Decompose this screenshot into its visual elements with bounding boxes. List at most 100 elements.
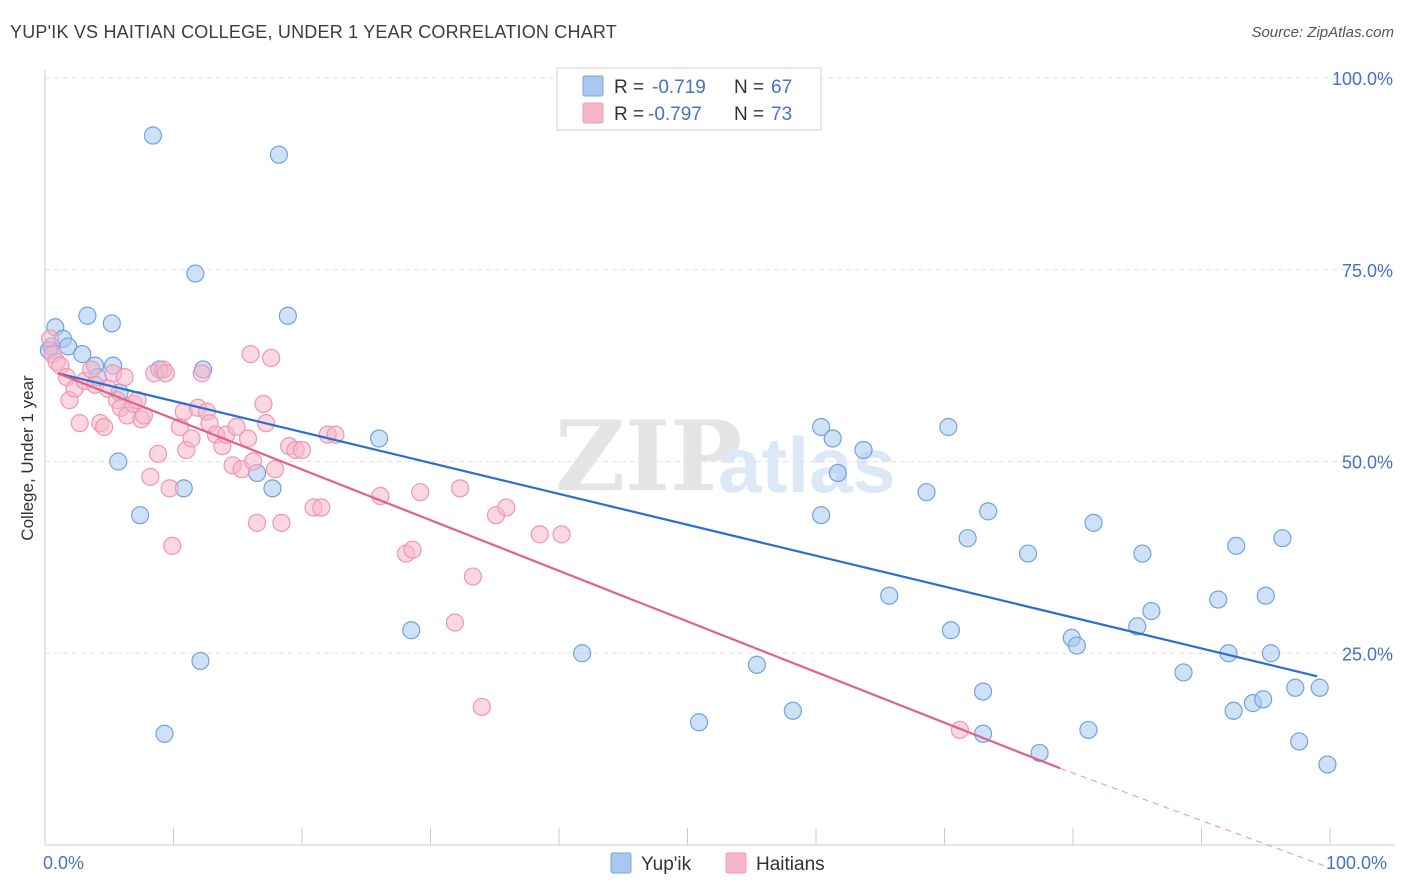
legend-r-label-yupik: R = [614, 77, 644, 98]
trendline-yupik [57, 372, 1318, 678]
yupik-point-5 [78, 306, 97, 325]
haitians-point-64 [445, 613, 465, 632]
haitians-point-23 [141, 467, 160, 486]
haitians-point-71 [552, 525, 571, 544]
haitians-point-70 [530, 525, 549, 544]
yupik-point-64 [1310, 678, 1329, 697]
haitians-point-0 [41, 329, 60, 348]
yupik-point-4 [73, 345, 92, 364]
legend-swatch-yupik [582, 75, 604, 97]
legend-bottom-label-haitians: Haitians [756, 854, 825, 875]
haitians-point-44 [238, 429, 258, 448]
haitians-point-17 [115, 368, 134, 387]
haitians-point-67 [472, 697, 491, 717]
yupik-point-30 [812, 506, 831, 525]
yupik-point-44 [1030, 743, 1049, 763]
haitians-point-28 [160, 479, 179, 498]
yupik-point-22 [269, 145, 288, 164]
haitians-point-25 [148, 444, 168, 463]
y-tick-label-100: 100.0% [1332, 69, 1393, 89]
yupik-point-48 [1084, 513, 1103, 532]
yupik-point-31 [812, 417, 831, 437]
axes [44, 70, 1395, 846]
yupik-point-17 [186, 264, 205, 283]
haitians-point-47 [254, 394, 273, 414]
legend-bottom-swatch-yupik [610, 852, 632, 874]
yupik-point-36 [917, 483, 936, 502]
yupik-point-28 [747, 655, 766, 674]
legend-r-value-yupik: -0.719 [652, 77, 706, 98]
y-axis-title: College, Under 1 year [18, 375, 37, 541]
yupik-point-32 [823, 429, 842, 448]
yupik-point-8 [102, 314, 121, 333]
yupik-point-58 [1254, 690, 1273, 709]
yupik-point-49 [1128, 617, 1147, 636]
yupik-point-52 [1174, 663, 1193, 682]
legend-n-value-yupik: 67 [771, 77, 792, 98]
yupik-point-3 [59, 337, 78, 356]
watermark-zip: ZIP [555, 400, 742, 513]
legend-n-label-haitians: N = [734, 104, 764, 125]
yupik-point-33 [828, 463, 847, 483]
yupik-point-13 [143, 126, 163, 145]
yupik-point-46 [1067, 636, 1086, 655]
yupik-point-34 [854, 440, 873, 460]
yupik-point-21 [263, 479, 282, 498]
chart-title: YUP'IK VS HAITIAN COLLEGE, UNDER 1 YEAR … [10, 22, 617, 42]
y-tick-label-25: 25.0% [1342, 644, 1393, 664]
x-ticks [44, 828, 1331, 845]
yupik-point-29 [783, 701, 802, 720]
haitians-point-33 [182, 429, 201, 448]
x-tick-label-min: 0.0% [43, 853, 84, 873]
yupik-point-42 [979, 502, 998, 521]
legend-r-label-haitians: R = [614, 104, 644, 125]
yupik-point-23 [278, 306, 297, 325]
yupik-point-27 [689, 713, 709, 732]
legend-bottom: Yup'ik Haitians [610, 852, 825, 875]
haitians-point-49 [262, 348, 281, 368]
legend-swatch-haitians [582, 102, 604, 124]
haitians-point-29 [163, 536, 182, 555]
haitians-point-54 [292, 440, 312, 460]
gridlines [45, 77, 1395, 654]
yupik-point-63 [1290, 732, 1309, 751]
haitians-point-45 [244, 452, 263, 471]
y-tick-labels: 100.0% 75.0% 50.0% 25.0% [1332, 69, 1393, 664]
trendlines [57, 372, 1331, 869]
legend-r-value-haitians: -0.797 [648, 104, 702, 125]
yupik-point-15 [155, 724, 174, 743]
yupik-point-40 [973, 682, 993, 701]
yupik-point-25 [402, 621, 421, 640]
yupik-point-50 [1133, 544, 1152, 563]
legend-n-label-yupik: N = [734, 77, 764, 98]
x-tick-label-max: 100.0% [1326, 853, 1387, 873]
yupik-point-59 [1256, 586, 1275, 605]
watermark-atlas: atlas [718, 421, 896, 509]
yupik-point-47 [1079, 720, 1098, 740]
yupik-point-35 [880, 586, 899, 605]
trendline-haitians-extension [1059, 767, 1331, 869]
haitians-point-7 [70, 414, 89, 433]
yupik-point-12 [130, 506, 150, 525]
yupik-point-38 [939, 417, 958, 437]
yupik-point-11 [109, 452, 128, 471]
haitians-point-65 [450, 479, 470, 498]
legend-bottom-swatch-haitians [725, 852, 747, 874]
legend-bottom-label-yupik: Yup'ik [641, 854, 692, 875]
yupik-point-61 [1273, 529, 1292, 548]
trendline-haitians [57, 372, 1061, 770]
yupik-point-24 [370, 429, 389, 448]
y-tick-label-75: 75.0% [1342, 261, 1393, 281]
yupik-point-37 [941, 621, 961, 640]
haitians-point-42 [227, 417, 246, 437]
yupik-point-60 [1261, 644, 1280, 663]
source-label: Source: ZipAtlas.com [1251, 24, 1394, 41]
haitians-point-69 [497, 498, 516, 517]
legend-n-value-haitians: 73 [771, 104, 792, 125]
yupik-point-26 [573, 644, 592, 663]
yupik-point-53 [1209, 590, 1228, 609]
haitians-point-27 [156, 364, 175, 383]
haitians-point-50 [265, 460, 285, 479]
yupik-point-51 [1142, 601, 1161, 621]
